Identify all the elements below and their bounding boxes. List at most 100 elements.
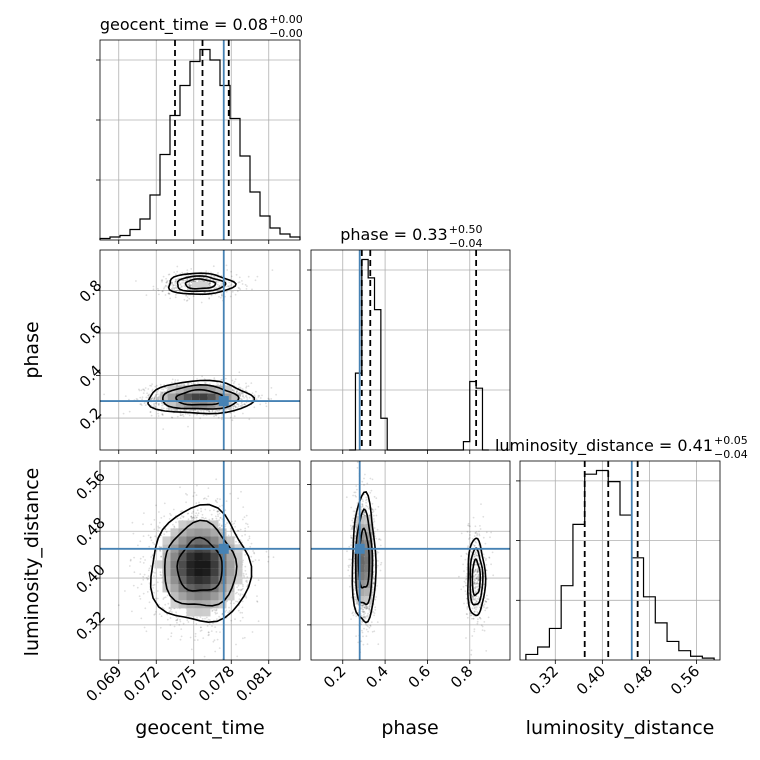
sample-point bbox=[244, 395, 247, 398]
sample-point bbox=[245, 522, 247, 525]
sample-point bbox=[158, 293, 160, 296]
sample-point bbox=[191, 516, 194, 519]
density-cell bbox=[186, 592, 195, 601]
sample-point bbox=[179, 638, 182, 641]
sample-point bbox=[231, 419, 234, 422]
sample-point bbox=[143, 388, 145, 391]
sample-point bbox=[147, 534, 150, 537]
sample-point bbox=[164, 528, 167, 530]
sample-point bbox=[240, 589, 242, 592]
sample-point bbox=[204, 382, 207, 384]
sample-point bbox=[175, 280, 177, 283]
sample-point bbox=[216, 612, 219, 614]
sample-point bbox=[192, 295, 195, 297]
sample-point bbox=[236, 586, 239, 589]
density-cell bbox=[183, 393, 192, 402]
sample-point bbox=[168, 518, 171, 520]
sample-point bbox=[192, 280, 195, 282]
sample-point bbox=[173, 409, 176, 411]
sample-point bbox=[155, 597, 157, 600]
sample-point bbox=[138, 388, 140, 391]
sample-point bbox=[150, 414, 153, 417]
sample-point bbox=[231, 389, 234, 392]
sample-point bbox=[208, 288, 211, 291]
contour-level bbox=[167, 272, 237, 295]
sample-point bbox=[188, 285, 191, 287]
sample-point bbox=[117, 604, 120, 607]
sample-point bbox=[208, 518, 211, 521]
sample-point bbox=[179, 486, 181, 489]
sample-point bbox=[155, 550, 158, 552]
sample-point bbox=[187, 283, 190, 286]
sample-point bbox=[215, 517, 218, 520]
sample-point bbox=[245, 579, 248, 582]
luminosity_distance_hist-histogram-bars bbox=[525, 469, 715, 660]
sample-point bbox=[141, 396, 144, 399]
density-cell bbox=[183, 401, 192, 410]
sample-point bbox=[229, 412, 232, 414]
sample-point bbox=[175, 611, 178, 614]
sample-point bbox=[175, 273, 177, 276]
sample-point bbox=[239, 393, 242, 396]
density-cell bbox=[194, 584, 203, 593]
phase_hist-title-minus: −0.04 bbox=[449, 237, 483, 250]
sample-point bbox=[214, 611, 217, 614]
sample-point bbox=[209, 282, 211, 285]
sample-point bbox=[190, 382, 193, 385]
sample-point bbox=[176, 265, 179, 268]
sample-point bbox=[158, 395, 161, 398]
sample-point bbox=[258, 395, 261, 397]
sample-point bbox=[171, 283, 174, 286]
sample-point bbox=[257, 394, 260, 397]
sample-point bbox=[157, 525, 160, 528]
sample-point bbox=[167, 602, 170, 605]
sample-point bbox=[154, 405, 157, 408]
sample-point bbox=[233, 602, 235, 605]
sample-point bbox=[205, 409, 208, 412]
sample-point bbox=[204, 617, 206, 620]
sample-point bbox=[194, 514, 197, 517]
sample-point bbox=[174, 296, 177, 299]
sample-point bbox=[254, 279, 257, 282]
sample-point bbox=[191, 512, 193, 515]
sample-point bbox=[143, 573, 146, 576]
sample-point bbox=[237, 403, 240, 406]
sample-point bbox=[165, 285, 167, 288]
sample-point bbox=[190, 284, 193, 287]
sample-point bbox=[158, 546, 161, 549]
sample-point bbox=[236, 403, 239, 406]
sample-point bbox=[182, 516, 185, 518]
sample-point bbox=[242, 559, 245, 562]
sample-point bbox=[208, 633, 210, 636]
sample-point bbox=[192, 495, 195, 498]
sample-point bbox=[171, 381, 173, 384]
sample-point bbox=[259, 403, 262, 406]
density-cell bbox=[194, 568, 203, 577]
phase_vs_geocent_time-ytick-label: 0.8 bbox=[76, 276, 106, 306]
sample-point bbox=[219, 526, 221, 529]
sample-point bbox=[169, 610, 172, 612]
density-cell bbox=[162, 576, 171, 585]
sample-point bbox=[190, 268, 193, 270]
sample-point bbox=[160, 615, 163, 618]
sample-point bbox=[200, 626, 202, 629]
sample-point bbox=[173, 288, 176, 290]
sample-point bbox=[216, 497, 219, 500]
sample-point bbox=[205, 498, 208, 500]
sample-point bbox=[236, 600, 239, 603]
sample-point bbox=[155, 504, 157, 507]
sample-point bbox=[163, 391, 166, 394]
sample-point bbox=[213, 415, 216, 418]
sample-point bbox=[251, 560, 254, 563]
sample-point bbox=[157, 529, 159, 532]
sample-point bbox=[200, 301, 203, 304]
sample-point bbox=[245, 401, 248, 404]
sample-point bbox=[267, 560, 270, 563]
sample-point bbox=[181, 515, 183, 517]
density-cell bbox=[170, 552, 179, 561]
sample-point bbox=[150, 397, 153, 400]
sample-point bbox=[246, 584, 249, 586]
sample-point bbox=[164, 603, 167, 606]
sample-point bbox=[215, 500, 218, 503]
